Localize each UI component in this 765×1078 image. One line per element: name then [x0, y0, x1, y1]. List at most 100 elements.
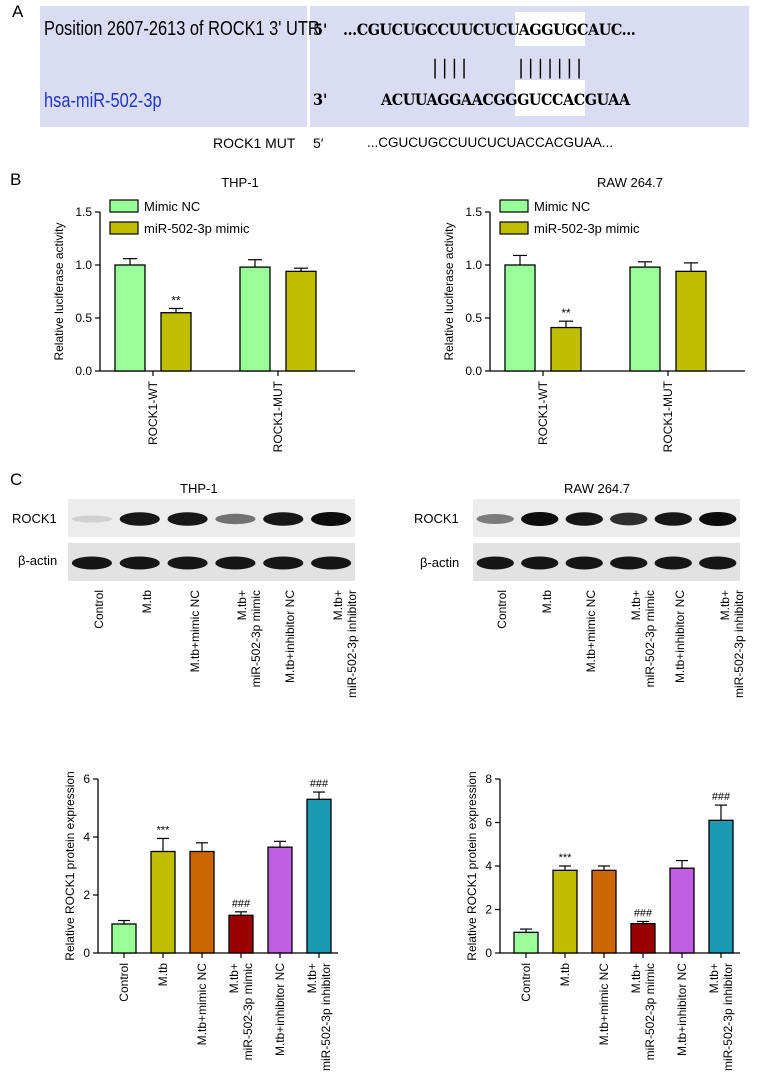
- blot-band-actin-raw: [476, 556, 514, 570]
- lane-label-raw: M.tb: [539, 590, 554, 614]
- pairing-bars-1: ||||: [432, 55, 471, 79]
- blot-band-rock1-thp1: [263, 512, 304, 526]
- luciferase-chart-raw: RAW 264.7 0.0 0.5 1.0 1.5 Relative luciferase…: [442, 175, 745, 452]
- significance-raw: ###: [634, 907, 653, 919]
- bar-thp1: [267, 846, 293, 954]
- bar-thp1: [160, 312, 192, 372]
- y-axis-label-raw: Relative luciferase activity: [442, 222, 456, 360]
- bar-thp1: [228, 914, 254, 954]
- utr-sequence: ...CGUCUGCCUUCUCUAGGUGCAUC...: [343, 20, 636, 39]
- mut-label: ROCK1 MUT: [213, 135, 296, 151]
- legend-swatch-raw: [499, 199, 529, 213]
- x-tick-label-thp1: M.tb+inhibitor NC: [273, 963, 287, 1056]
- y-tick-label-thp1: 0: [83, 946, 90, 960]
- legend-label-thp1: miR-502-3p mimic: [144, 221, 250, 236]
- y-tick-label-thp1: 1.0: [75, 258, 92, 272]
- blot-label-actin-thp1: β-actin: [18, 553, 58, 568]
- mirna-end-label: 3': [313, 90, 328, 109]
- y-tick-label-raw: 6: [485, 816, 492, 830]
- bar-raw: [630, 922, 656, 954]
- panel-letter-b: B: [10, 170, 22, 189]
- y-tick-label-raw: 0.5: [465, 311, 482, 325]
- blot-band-actin-raw: [565, 556, 603, 570]
- x-tick-label-thp1: M.tb+mimic NC: [195, 963, 209, 1046]
- y-tick-label-raw: 0.0: [465, 364, 482, 378]
- rock1-expression-chart-raw: 0 2 4 6 8 Relative ROCK1 protein expression Co…: [465, 771, 740, 1071]
- lane-label-thp1: M.tb: [139, 590, 154, 614]
- blot-band-rock1-raw: [521, 512, 559, 526]
- lane-label-raw: M.tb+inhibitor NC: [673, 590, 688, 684]
- blot-label-rock1-raw: ROCK1: [414, 511, 459, 526]
- blot-band-actin-thp1: [167, 556, 208, 570]
- western-blot-raw: [473, 499, 740, 581]
- blot-band-rock1-thp1: [310, 512, 352, 526]
- significance-thp1: ###: [232, 898, 251, 910]
- blot-background-actin-raw: [473, 543, 740, 581]
- blot-band-actin-thp1: [71, 556, 113, 570]
- y-tick-label-raw: 8: [485, 772, 492, 786]
- significance-thp1: ###: [310, 778, 329, 790]
- x-tick-label-thp1: ROCK1-MUT: [271, 380, 285, 452]
- blot-band-actin-raw: [699, 556, 737, 570]
- x-tick-label-thp1: ROCK1-WT: [146, 380, 160, 445]
- blot-band-actin-raw: [654, 556, 692, 570]
- utr-end-label: 5': [313, 20, 328, 39]
- rock1-expression-chart-thp1: 0 2 4 6 Relative ROCK1 protein expression Con…: [63, 771, 338, 1071]
- blot-background-rock1-thp1: [68, 499, 355, 537]
- blot-background-actin-thp1: [68, 543, 355, 581]
- y-axis-label-thp1: Relative luciferase activity: [52, 222, 66, 360]
- y-tick-label-raw: 1.0: [465, 258, 482, 272]
- bar-thp1: [239, 266, 271, 372]
- bar-thp1: [150, 850, 176, 954]
- y-tick-label-thp1: 2: [83, 888, 90, 902]
- x-tick-label-raw: ROCK1-WT: [536, 380, 550, 445]
- mut-end-label: 5′: [313, 135, 324, 151]
- bar-raw: [504, 264, 536, 372]
- y-tick-label-raw: 4: [485, 859, 492, 873]
- lane-label-raw: M.tb+ miR-502-3p mimic: [628, 590, 657, 688]
- y-tick-label-thp1: 1.5: [75, 205, 92, 219]
- mirna-label: hsa-miR-502-3p: [44, 90, 162, 112]
- x-tick-label-thp1: M.tb+miR-502-3p mimic: [227, 963, 255, 1060]
- bar-raw: [669, 867, 695, 954]
- bar-thp1: [111, 923, 137, 954]
- bar-raw: [675, 270, 707, 372]
- y-axis-label-raw: Relative ROCK1 protein expression: [465, 771, 479, 960]
- blot-band-rock1-thp1: [71, 515, 113, 523]
- blot-band-actin-thp1: [119, 556, 160, 570]
- bar-thp1: [189, 850, 215, 954]
- blot-band-rock1-raw: [654, 512, 692, 526]
- blot-band-rock1-thp1: [119, 512, 160, 526]
- x-tick-label-thp1: M.tb+miR-502-3p inhibitor: [305, 963, 333, 1071]
- pairing-bars-2: |||||||: [518, 55, 586, 79]
- blot-title-raw: RAW 264.7: [564, 481, 630, 496]
- x-tick-label-raw: M.tb+mimic NC: [597, 963, 611, 1046]
- utr-position-label: Position 2607-2613 of ROCK1 3' UTR: [44, 18, 320, 40]
- lane-label-raw: M.tb+ miR-502-3p inhibitor: [717, 590, 746, 699]
- lane-label-thp1: M.tb+ miR-502-3p inhibitor: [331, 590, 360, 699]
- x-tick-label-raw: Control: [519, 963, 533, 1002]
- legend-swatch-raw: [499, 221, 529, 235]
- panel-letter-a: A: [12, 2, 24, 21]
- legend-label-raw: Mimic NC: [534, 199, 590, 214]
- blot-background-rock1-raw: [473, 499, 740, 537]
- significance-raw: ***: [559, 852, 573, 864]
- blot-band-rock1-thp1: [167, 512, 208, 526]
- x-tick-label-raw: M.tb+miR-502-3p inhibitor: [707, 963, 735, 1071]
- y-tick-label-raw: 0: [485, 946, 492, 960]
- western-blot-thp1: [68, 499, 355, 581]
- lane-label-thp1: Control: [91, 590, 106, 629]
- seed-highlight-top: [515, 12, 585, 46]
- blot-band-rock1-raw: [699, 512, 737, 526]
- y-tick-label-thp1: 6: [83, 772, 90, 786]
- chart-title-raw: RAW 264.7: [597, 175, 663, 190]
- x-tick-label-raw: M.tb+miR-502-3p mimic: [629, 963, 657, 1060]
- y-tick-label-thp1: 4: [83, 830, 90, 844]
- blot-band-actin-thp1: [263, 556, 304, 570]
- bar-raw: [513, 931, 539, 954]
- sequence-alignment-box: [40, 6, 749, 127]
- legend-swatch-thp1: [109, 221, 139, 235]
- y-tick-label-raw: 2: [485, 903, 492, 917]
- lane-label-raw: M.tb+mimic NC: [584, 590, 599, 673]
- x-tick-label-raw: M.tb+inhibitor NC: [675, 963, 689, 1056]
